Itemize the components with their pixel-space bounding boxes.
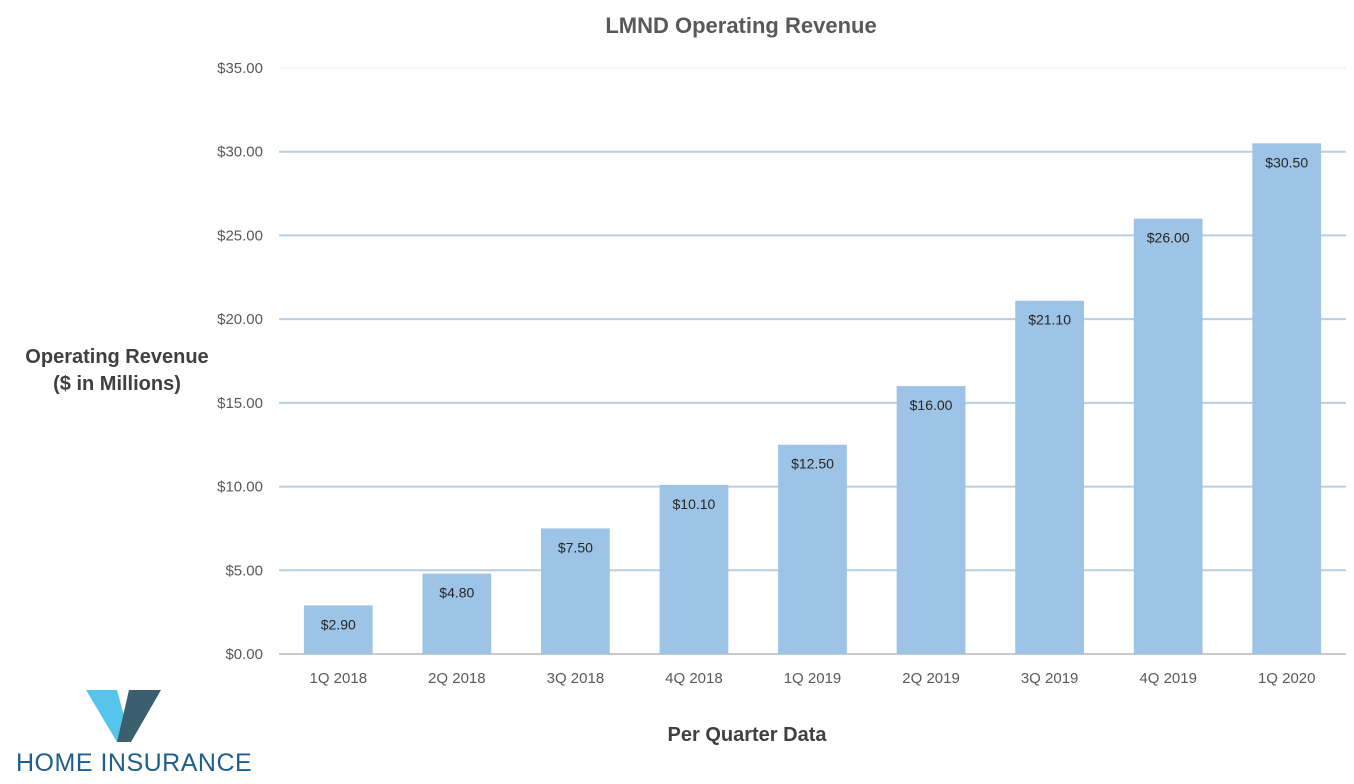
- bars: [303, 143, 1322, 655]
- logo-v-dark-shape: [117, 690, 161, 742]
- x-tick-label: 1Q 2020: [1258, 670, 1316, 687]
- x-axis-ticks: 1Q 2018 2Q 2018 3Q 2018 4Q 2018 1Q 2019 2Q 20…: [310, 670, 1316, 687]
- data-label: $7.50: [558, 539, 593, 555]
- logo-text: HOME INSURANCE: [16, 749, 252, 777]
- x-tick-label: 3Q 2018: [547, 670, 605, 687]
- y-tick-label: $5.00: [225, 562, 263, 579]
- y-axis-label: Operating Revenue ($ in Millions): [25, 346, 208, 395]
- data-labels: $2.90 $4.80 $7.50 $10.10 $12.50 $16.00 $21.10 $…: [321, 154, 1309, 632]
- y-tick-label: $10.00: [217, 479, 263, 496]
- bar: [1252, 143, 1322, 655]
- y-axis-ticks: $0.00 $5.00 $10.00 $15.00 $20.00 $25.00 $30.00…: [217, 60, 263, 663]
- bar: [303, 605, 373, 654]
- y-tick-label: $0.00: [225, 646, 263, 663]
- x-tick-label: 1Q 2019: [784, 670, 842, 687]
- y-tick-label: $15.00: [217, 395, 263, 412]
- bar: [541, 528, 610, 654]
- home-insurance-logo: HOME INSURANCE: [16, 690, 252, 777]
- x-tick-label: 4Q 2019: [1139, 670, 1197, 687]
- y-axis-label-line-2: ($ in Millions): [53, 373, 181, 395]
- x-axis-label: Per Quarter Data: [668, 724, 828, 746]
- data-label: $4.80: [439, 585, 474, 601]
- x-tick-label: 1Q 2018: [310, 670, 368, 687]
- x-tick-label: 4Q 2018: [665, 670, 723, 687]
- bar: [1015, 300, 1084, 654]
- data-label: $30.50: [1265, 154, 1308, 170]
- bar: [778, 444, 847, 654]
- x-tick-label: 2Q 2019: [902, 670, 960, 687]
- y-tick-label: $20.00: [217, 311, 263, 328]
- bar: [659, 484, 729, 654]
- logo-v-light-shape: [86, 690, 131, 742]
- x-tick-label: 2Q 2018: [428, 670, 486, 687]
- bar: [1133, 218, 1203, 654]
- data-label: $10.10: [673, 496, 716, 512]
- y-axis-label-line-1: Operating Revenue: [25, 346, 208, 368]
- bar: [422, 573, 492, 654]
- bar: [896, 386, 966, 654]
- y-tick-label: $25.00: [217, 227, 263, 244]
- data-label: $21.10: [1028, 312, 1071, 328]
- data-label: $2.90: [321, 616, 356, 632]
- data-label: $26.00: [1147, 230, 1190, 246]
- x-tick-label: 3Q 2019: [1021, 670, 1079, 687]
- y-tick-label: $35.00: [217, 60, 263, 77]
- data-label: $12.50: [791, 456, 834, 472]
- chart-title: LMND Operating Revenue: [605, 13, 876, 38]
- data-label: $16.00: [910, 397, 953, 413]
- y-tick-label: $30.00: [217, 144, 263, 161]
